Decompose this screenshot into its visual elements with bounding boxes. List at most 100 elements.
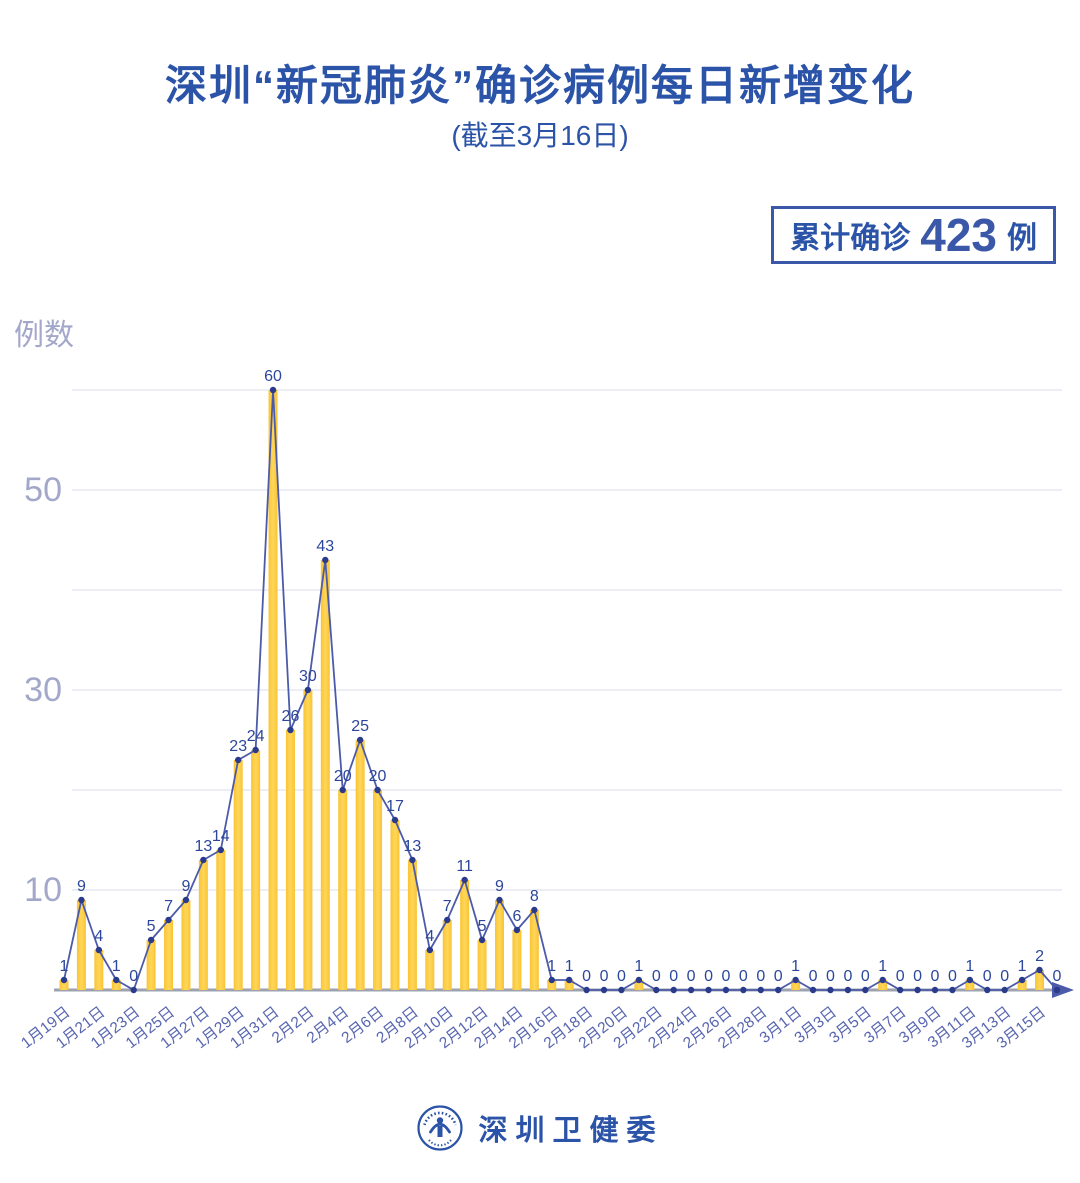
data-point bbox=[635, 976, 643, 984]
value-label: 9 bbox=[495, 878, 504, 895]
value-label: 0 bbox=[843, 968, 852, 985]
bar bbox=[495, 900, 504, 990]
data-point bbox=[740, 986, 747, 994]
bar bbox=[634, 980, 644, 990]
bar bbox=[268, 390, 278, 990]
value-label: 4 bbox=[425, 928, 434, 945]
data-point bbox=[461, 876, 468, 884]
data-point bbox=[757, 986, 764, 994]
y-tick-label: 50 bbox=[24, 471, 62, 509]
value-label: 1 bbox=[965, 958, 974, 975]
data-point bbox=[722, 986, 730, 994]
y-axis-title: 例数 bbox=[14, 319, 74, 352]
data-point bbox=[844, 986, 852, 994]
value-label: 0 bbox=[129, 968, 138, 985]
bar bbox=[425, 950, 435, 990]
bar bbox=[285, 730, 295, 990]
data-point bbox=[565, 976, 573, 984]
value-label: 43 bbox=[316, 538, 334, 555]
data-point bbox=[426, 946, 434, 954]
value-label: 24 bbox=[247, 728, 265, 745]
value-label: 1 bbox=[878, 958, 887, 975]
data-point bbox=[809, 986, 817, 994]
data-point bbox=[687, 986, 695, 994]
data-point bbox=[356, 736, 364, 744]
data-point bbox=[705, 986, 712, 994]
value-label: 9 bbox=[181, 878, 190, 895]
bar bbox=[1035, 970, 1045, 990]
bar bbox=[460, 880, 470, 990]
bar bbox=[181, 900, 191, 990]
bar bbox=[59, 980, 69, 990]
data-point bbox=[339, 786, 346, 794]
data-point bbox=[949, 986, 956, 994]
data-point bbox=[862, 986, 869, 994]
data-point bbox=[827, 986, 834, 994]
data-point bbox=[670, 986, 677, 994]
footer-org-name: 深圳卫健委 bbox=[478, 1115, 664, 1147]
data-point bbox=[496, 896, 503, 904]
value-label: 11 bbox=[456, 858, 473, 875]
value-label: 25 bbox=[351, 718, 369, 735]
value-label: 9 bbox=[77, 878, 86, 895]
page-title: 深圳“新冠肺炎”确诊病例每日新增变化 bbox=[164, 62, 915, 109]
bar bbox=[338, 790, 348, 990]
data-point bbox=[914, 986, 921, 994]
value-label: 0 bbox=[983, 968, 992, 985]
bar bbox=[791, 980, 801, 990]
page-subtitle: (截至3月16日) bbox=[451, 120, 629, 151]
value-label: 0 bbox=[826, 968, 835, 985]
data-point bbox=[653, 986, 660, 994]
value-label: 0 bbox=[669, 968, 678, 985]
shenzhen-health-commission-logo bbox=[417, 1105, 464, 1151]
data-point bbox=[478, 936, 486, 944]
data-point bbox=[966, 976, 974, 984]
bar bbox=[94, 950, 104, 990]
value-label: 0 bbox=[756, 968, 765, 985]
data-point bbox=[374, 786, 381, 794]
data-point bbox=[1018, 976, 1026, 984]
data-point bbox=[548, 976, 555, 984]
bar bbox=[373, 790, 383, 990]
data-point bbox=[95, 946, 103, 954]
data-point bbox=[583, 986, 590, 994]
value-label: 60 bbox=[264, 368, 282, 385]
value-label: 0 bbox=[1000, 968, 1009, 985]
value-label: 7 bbox=[164, 898, 173, 915]
value-label: 0 bbox=[722, 968, 731, 985]
value-label: 0 bbox=[582, 968, 591, 985]
bar bbox=[355, 740, 365, 990]
bar bbox=[320, 560, 330, 990]
bar bbox=[512, 930, 522, 990]
bar bbox=[407, 860, 417, 990]
data-point bbox=[792, 976, 799, 984]
data-point bbox=[252, 746, 259, 754]
data-point bbox=[130, 986, 137, 994]
value-label: 0 bbox=[861, 968, 870, 985]
value-label: 0 bbox=[931, 968, 940, 985]
data-point bbox=[618, 986, 625, 994]
bar bbox=[233, 760, 243, 990]
bar bbox=[878, 980, 888, 990]
data-point bbox=[1036, 966, 1043, 974]
data-point bbox=[165, 916, 172, 924]
bar bbox=[564, 980, 574, 990]
data-point bbox=[1001, 986, 1008, 994]
data-point bbox=[60, 976, 68, 984]
data-point bbox=[409, 856, 416, 864]
value-label: 8 bbox=[530, 888, 539, 905]
value-label: 0 bbox=[809, 968, 818, 985]
data-point bbox=[235, 756, 242, 764]
y-tick-label: 10 bbox=[24, 871, 62, 909]
line-series bbox=[63, 389, 1058, 991]
footer: 深圳卫健委 bbox=[0, 1104, 1080, 1152]
data-point bbox=[200, 856, 207, 864]
value-label: 5 bbox=[478, 918, 487, 935]
value-label: 0 bbox=[687, 968, 696, 985]
value-label: 0 bbox=[617, 968, 626, 985]
value-label: 20 bbox=[369, 768, 387, 785]
bar bbox=[111, 980, 121, 990]
value-label: 0 bbox=[913, 968, 922, 985]
bar bbox=[442, 920, 452, 990]
